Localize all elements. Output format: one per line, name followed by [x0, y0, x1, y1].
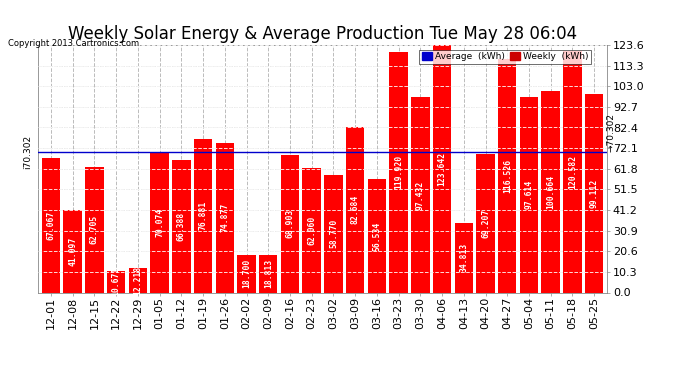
- Bar: [542, 91, 560, 292]
- Text: 18.700: 18.700: [242, 259, 251, 288]
- Bar: [324, 175, 343, 292]
- Legend: Average  (kWh), Weekly  (kWh): Average (kWh), Weekly (kWh): [419, 50, 591, 64]
- Bar: [476, 154, 495, 292]
- Text: 100.664: 100.664: [546, 175, 555, 209]
- Text: Copyright 2013 Cartronics.com: Copyright 2013 Cartronics.com: [8, 39, 139, 48]
- Bar: [389, 53, 408, 292]
- Title: Weekly Solar Energy & Average Production Tue May 28 06:04: Weekly Solar Energy & Average Production…: [68, 26, 577, 44]
- Bar: [281, 154, 299, 292]
- Text: 70.074: 70.074: [155, 208, 164, 237]
- Text: 41.097: 41.097: [68, 237, 77, 266]
- Bar: [455, 223, 473, 292]
- Bar: [194, 138, 213, 292]
- Text: 69.207: 69.207: [481, 209, 490, 238]
- Text: 120.582: 120.582: [568, 155, 577, 189]
- Text: 116.526: 116.526: [503, 159, 512, 193]
- Text: 34.813: 34.813: [460, 243, 469, 272]
- Text: 62.705: 62.705: [90, 215, 99, 244]
- Bar: [433, 45, 451, 292]
- Bar: [346, 127, 364, 292]
- Text: 97.432: 97.432: [416, 180, 425, 210]
- Bar: [302, 168, 321, 292]
- Bar: [215, 142, 234, 292]
- Bar: [85, 167, 104, 292]
- Bar: [259, 255, 277, 292]
- Text: 56.534: 56.534: [373, 221, 382, 251]
- Bar: [150, 152, 169, 292]
- Bar: [128, 268, 147, 292]
- Text: ⅰ70.302: ⅰ70.302: [23, 135, 32, 169]
- Text: 123.642: 123.642: [437, 152, 446, 186]
- Text: 99.112: 99.112: [590, 178, 599, 208]
- Bar: [585, 94, 603, 292]
- Text: 10.671: 10.671: [112, 267, 121, 297]
- Bar: [520, 97, 538, 292]
- Text: 97.614: 97.614: [524, 180, 533, 209]
- Text: 66.388: 66.388: [177, 211, 186, 241]
- Bar: [63, 210, 82, 292]
- Text: 76.881: 76.881: [199, 201, 208, 230]
- Text: 12.218: 12.218: [133, 266, 142, 295]
- Text: 58.770: 58.770: [329, 219, 338, 248]
- Bar: [172, 160, 190, 292]
- Bar: [368, 179, 386, 292]
- Text: 62.060: 62.060: [307, 216, 316, 245]
- Text: →70.302: →70.302: [606, 113, 615, 152]
- Text: 68.903: 68.903: [286, 209, 295, 238]
- Text: 18.813: 18.813: [264, 259, 273, 288]
- Bar: [42, 158, 60, 292]
- Text: 74.877: 74.877: [220, 203, 229, 232]
- Text: 82.684: 82.684: [351, 195, 359, 224]
- Text: 67.067: 67.067: [46, 211, 55, 240]
- Bar: [498, 59, 517, 292]
- Bar: [107, 271, 126, 292]
- Bar: [563, 51, 582, 292]
- Text: 119.920: 119.920: [394, 155, 403, 189]
- Bar: [411, 98, 430, 292]
- Bar: [237, 255, 256, 292]
